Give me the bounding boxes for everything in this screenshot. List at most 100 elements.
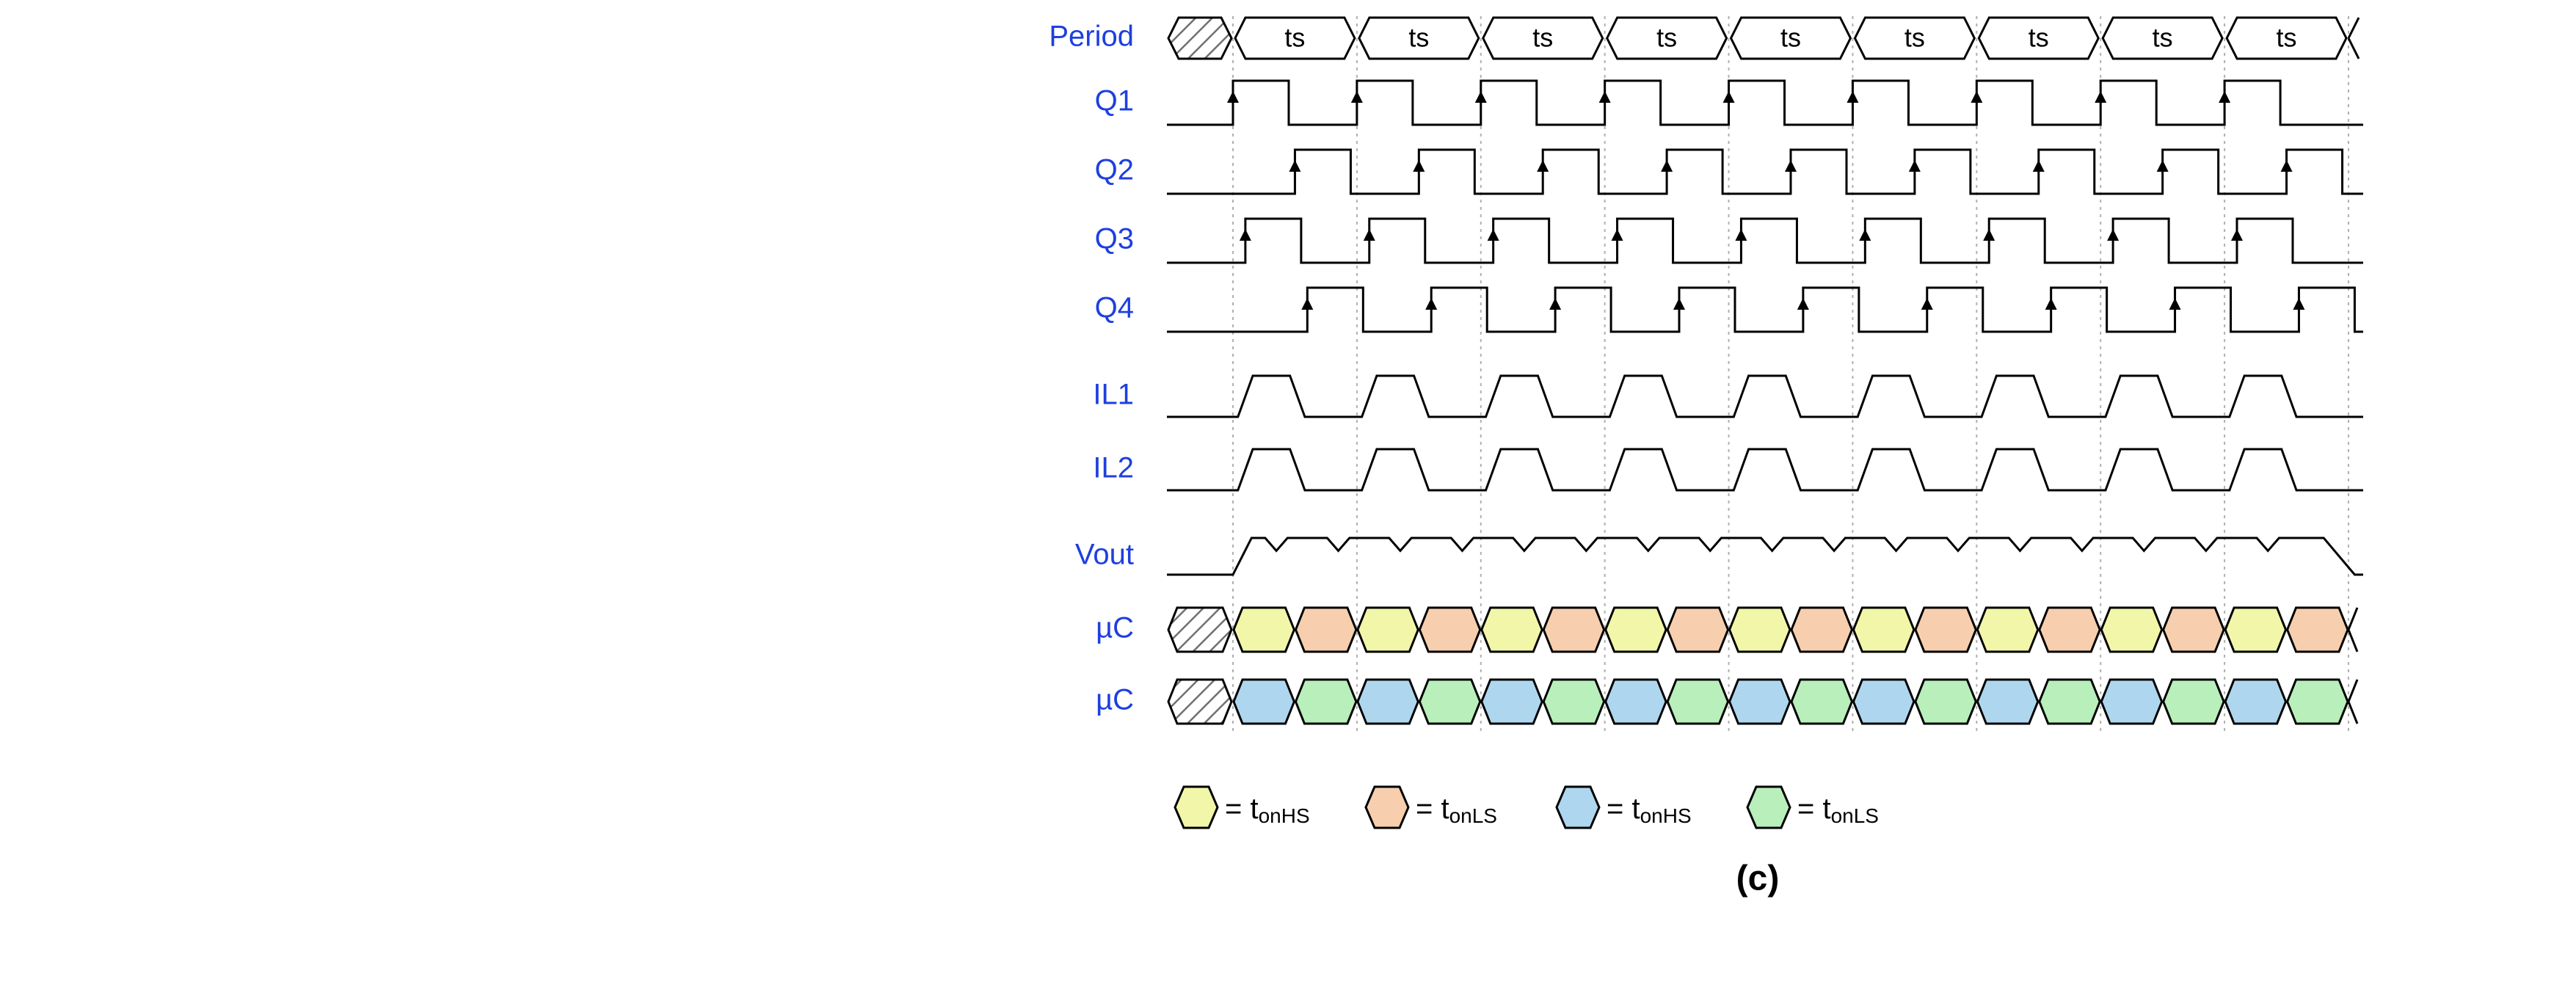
uc-cell	[2225, 680, 2285, 724]
rising-arrow	[1735, 229, 1747, 241]
uc-cell	[1730, 680, 1790, 724]
uc-cell	[2288, 608, 2348, 652]
svg-text:ts: ts	[1780, 23, 1801, 53]
uc-cell	[1977, 680, 2037, 724]
uc-cell	[1234, 680, 1294, 724]
timing-svg: PeriodQ1Q2Q3Q4IL1IL2VoutµCµCtstststststs…	[0, 0, 2576, 1004]
uc-cell	[1482, 680, 1542, 724]
rising-arrow	[2095, 91, 2106, 103]
uc-cell	[2101, 680, 2161, 724]
row-label-uC1: µC	[1096, 612, 1134, 644]
uc-cell	[2040, 680, 2100, 724]
pulse-wave	[1167, 219, 2363, 263]
row-label-Q3: Q3	[1095, 223, 1134, 255]
rising-arrow	[1549, 298, 1561, 310]
uc-cell	[1358, 680, 1418, 724]
uc-cell	[1853, 608, 1913, 652]
uc-leadin	[1168, 680, 1231, 724]
row-label-uC2: µC	[1096, 684, 1134, 716]
legend-label: = tonLS	[1797, 793, 1879, 828]
svg-text:ts: ts	[1408, 23, 1429, 53]
uc-cell	[1915, 608, 1976, 652]
rising-arrow	[1847, 91, 1858, 103]
rising-arrow	[1475, 91, 1487, 103]
rising-arrow	[1289, 160, 1300, 172]
uc-cell	[1482, 608, 1542, 652]
rising-arrow	[2281, 160, 2293, 172]
uc-cell	[1667, 608, 1728, 652]
uc-leadin	[1168, 608, 1231, 652]
rising-arrow	[1227, 91, 1239, 103]
rising-arrow	[2231, 229, 2243, 241]
svg-text:ts: ts	[2029, 23, 2049, 53]
uc-cell	[2164, 680, 2224, 724]
uc-cell	[1853, 680, 1913, 724]
svg-text:ts: ts	[1532, 23, 1553, 53]
rising-arrow	[2107, 229, 2119, 241]
rising-arrow	[1301, 298, 1313, 310]
uc-cell	[1667, 680, 1728, 724]
svg-text:ts: ts	[1284, 23, 1305, 53]
vout-wave	[1167, 538, 2363, 575]
svg-text:ts: ts	[2153, 23, 2173, 53]
uc-cell	[2288, 680, 2348, 724]
uc-cell	[1234, 608, 1294, 652]
rising-arrow	[2169, 298, 2181, 310]
rising-arrow	[1797, 298, 1809, 310]
rising-arrow	[1612, 229, 1623, 241]
rising-arrow	[1413, 160, 1425, 172]
uc-cell	[1358, 608, 1418, 652]
legend-swatch	[1366, 787, 1408, 828]
inductor-wave	[1167, 449, 2363, 490]
legend-label: = tonLS	[1416, 793, 1497, 828]
rising-arrow	[1983, 229, 1995, 241]
uc-cell	[1730, 608, 1790, 652]
uc-cell	[1606, 680, 1666, 724]
legend-label: = tonHS	[1225, 793, 1310, 828]
uc-cell	[1791, 680, 1852, 724]
row-label-Q1: Q1	[1095, 85, 1134, 117]
rising-arrow	[1351, 91, 1363, 103]
uc-cell	[1543, 680, 1604, 724]
row-label-IL1: IL1	[1093, 379, 1134, 411]
uc-cell	[2164, 608, 2224, 652]
uc-cell	[1606, 608, 1666, 652]
svg-text:ts: ts	[1904, 23, 1925, 53]
rising-arrow	[2033, 160, 2045, 172]
pulse-wave	[1167, 288, 2363, 332]
rising-arrow	[1673, 298, 1685, 310]
row-label-Period: Period	[1049, 21, 1134, 53]
uc-cell	[2040, 608, 2100, 652]
rising-arrow	[1364, 229, 1375, 241]
uc-cell	[1791, 608, 1852, 652]
pulse-wave	[1167, 81, 2363, 125]
svg-text:ts: ts	[1656, 23, 1677, 53]
rising-arrow	[1785, 160, 1797, 172]
rising-arrow	[1921, 298, 1933, 310]
row-label-Vout: Vout	[1075, 539, 1134, 571]
uc-cell	[2101, 608, 2161, 652]
legend-swatch	[1557, 787, 1599, 828]
rising-arrow	[1971, 91, 1982, 103]
row-label-IL2: IL2	[1093, 452, 1134, 484]
rising-arrow	[1661, 160, 1673, 172]
legend-label: = tonHS	[1607, 793, 1692, 828]
uc-cell	[1419, 680, 1480, 724]
rising-arrow	[2293, 298, 2304, 310]
rising-arrow	[1723, 91, 1735, 103]
row-label-Q4: Q4	[1095, 292, 1134, 324]
uc-cell	[1419, 608, 1480, 652]
rising-arrow	[1240, 229, 1251, 241]
rising-arrow	[1599, 91, 1611, 103]
uc-cell	[1543, 608, 1604, 652]
rising-arrow	[1909, 160, 1921, 172]
rising-arrow	[1537, 160, 1549, 172]
inductor-wave	[1167, 376, 2363, 417]
period-leadin	[1168, 18, 1231, 59]
legend-swatch	[1175, 787, 1218, 828]
caption: (c)	[1736, 859, 1780, 898]
timing-diagram: { "layout": { "canvas_w": 3510, "canvas_…	[0, 0, 2576, 1004]
legend-swatch	[1747, 787, 1790, 828]
rising-arrow	[2219, 91, 2230, 103]
pulse-wave	[1167, 150, 2363, 194]
